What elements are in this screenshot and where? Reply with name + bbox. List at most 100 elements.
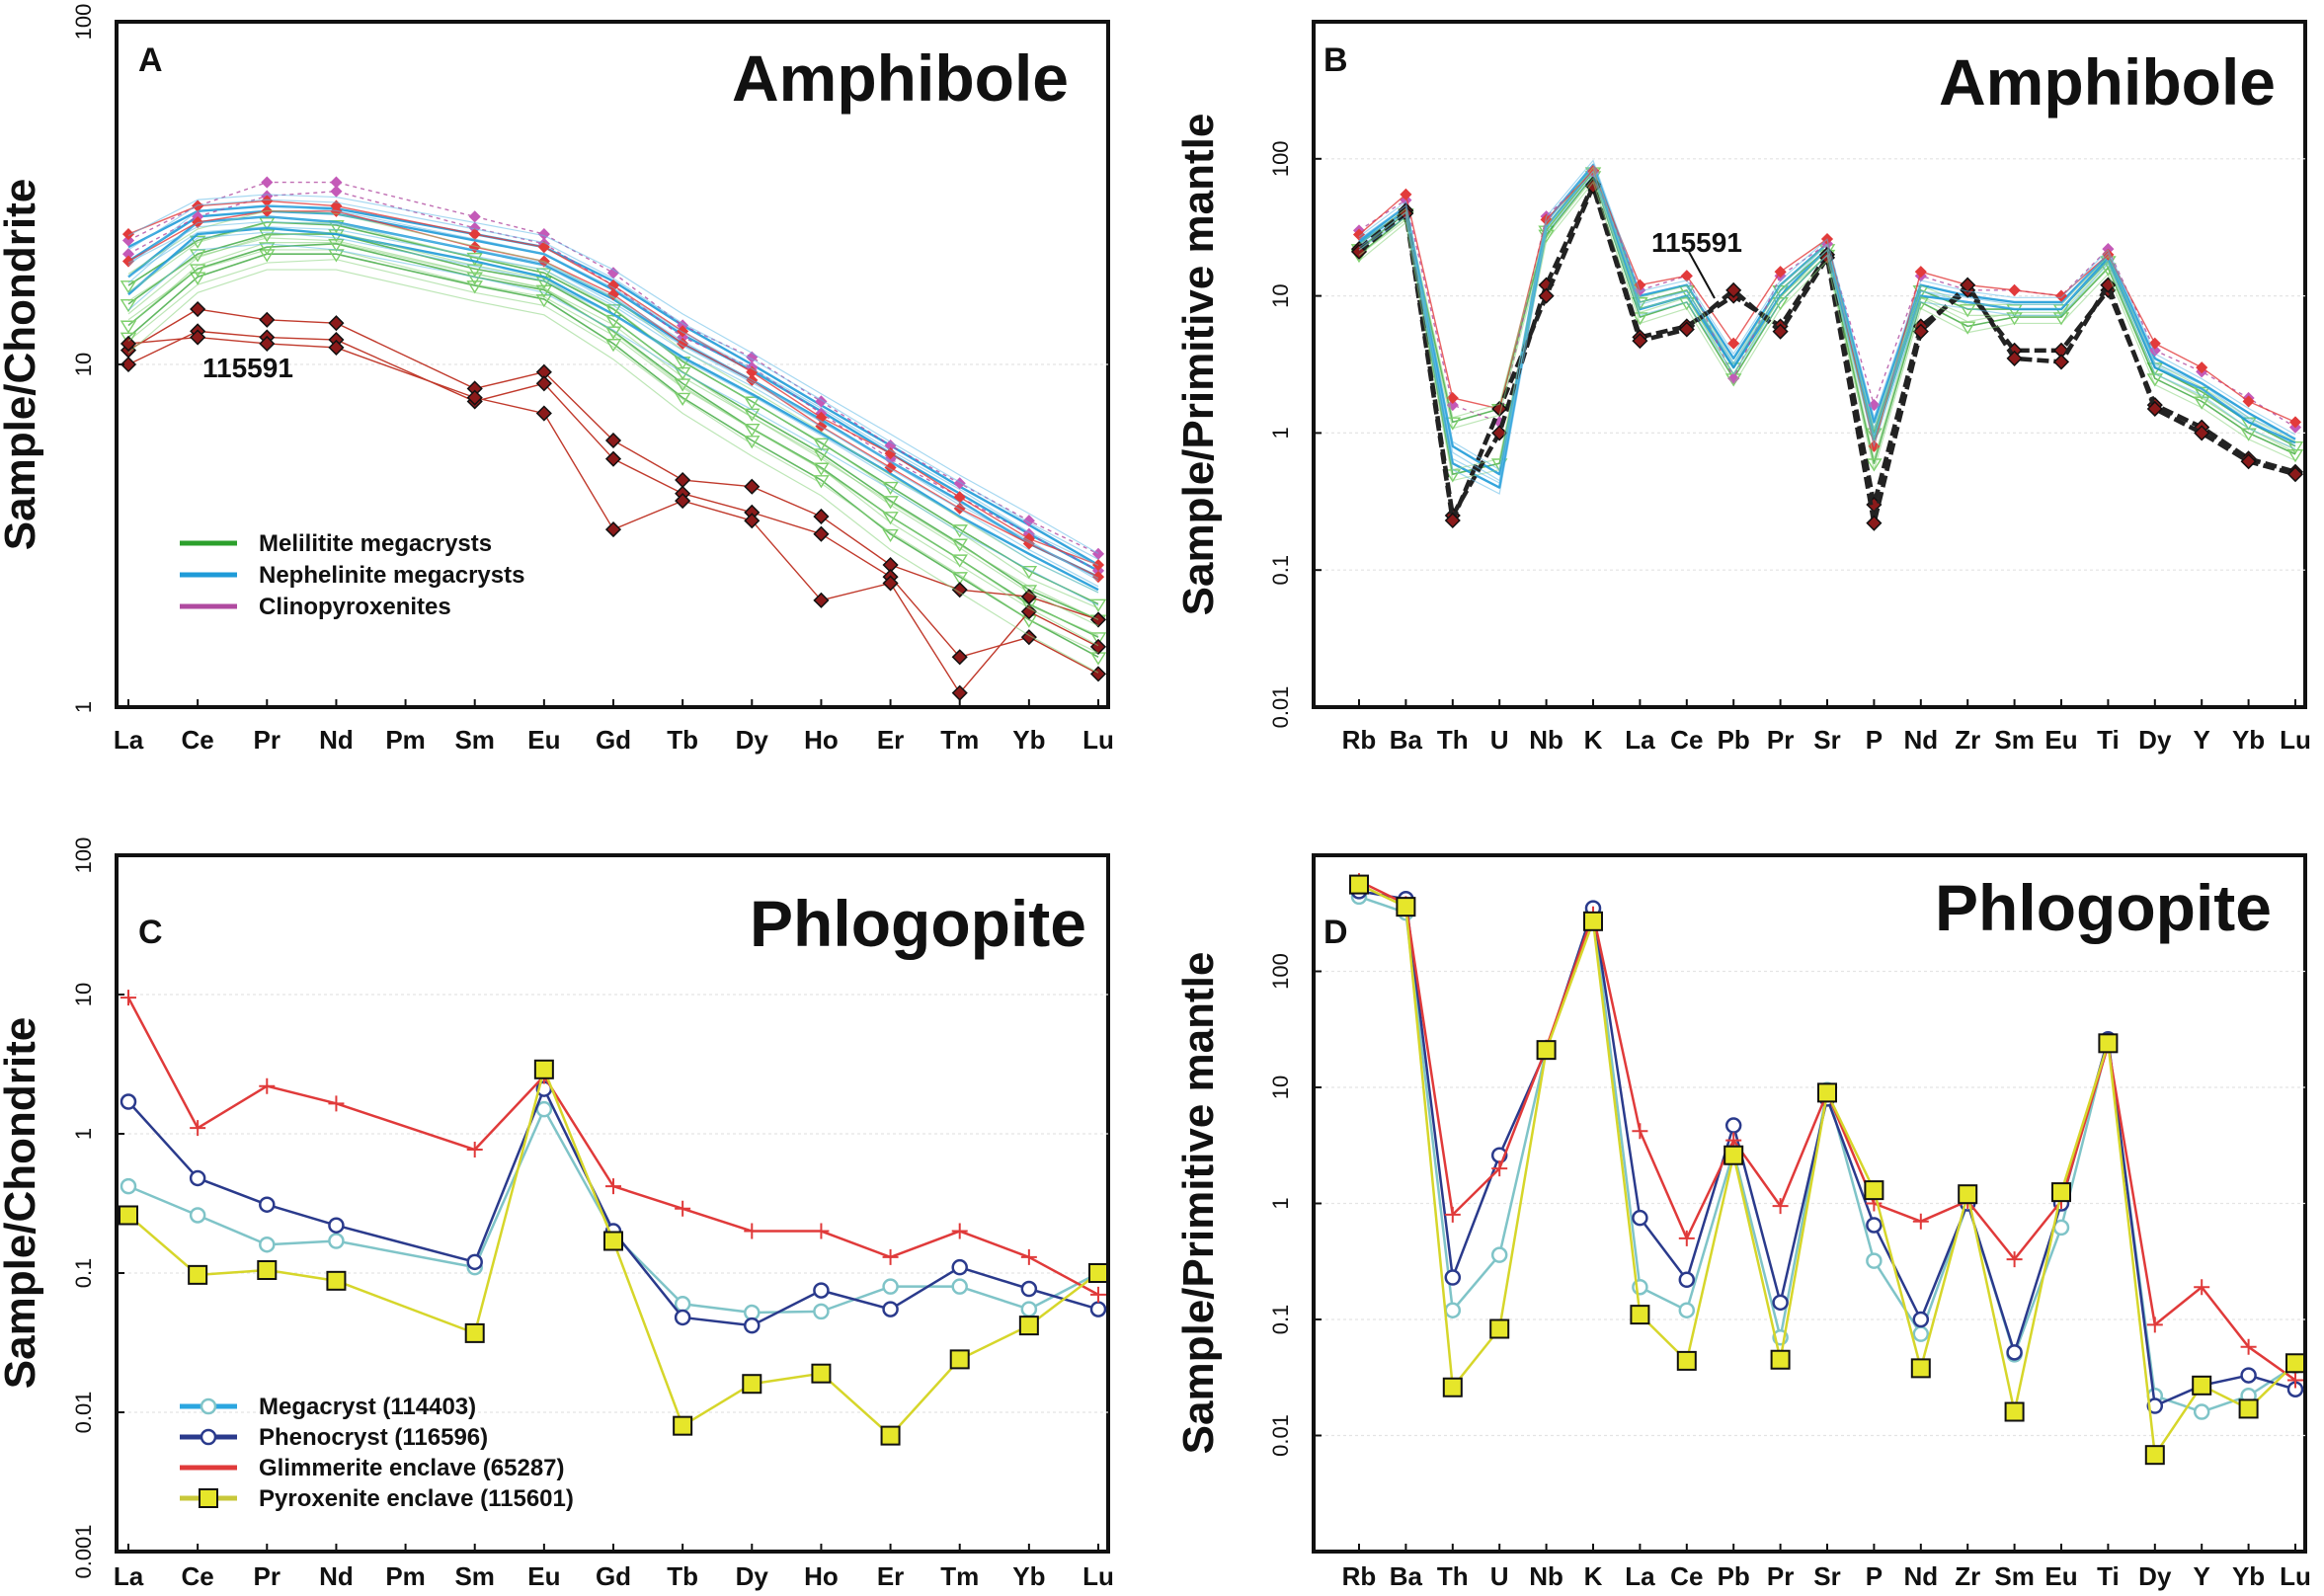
- panel-c-legend: Megacryst (114403) Phenocryst (116596) G…: [180, 1394, 574, 1512]
- data-point: [1772, 323, 1789, 340]
- x-tick-label-ba: Ba: [1390, 1561, 1423, 1591]
- data-point: [1020, 1280, 1038, 1298]
- x-tick-label-y: Y: [2194, 725, 2210, 755]
- data-point: [1090, 1286, 1106, 1303]
- series-115591: [120, 329, 1107, 701]
- data-point: [604, 521, 622, 538]
- data-point: [2194, 1279, 2210, 1296]
- data-point: [1444, 1302, 1462, 1318]
- y-tick-label: 10: [1268, 1076, 1293, 1099]
- data-point: [2193, 1403, 2210, 1420]
- data-point: [1864, 1180, 1884, 1201]
- data-point: [259, 1196, 276, 1213]
- data-point: [744, 396, 761, 410]
- data-point: [261, 176, 274, 189]
- data-point: [2146, 1317, 2163, 1333]
- series-line: [127, 1107, 1099, 1315]
- legend-label-pyroxenite: Pyroxenite enclave (115601): [259, 1485, 574, 1512]
- data-point: [1442, 1377, 1463, 1397]
- data-point: [675, 493, 691, 510]
- x-tick-label-sr: Sr: [1813, 725, 1840, 755]
- data-point: [535, 1100, 553, 1118]
- series-line: [127, 1087, 1099, 1327]
- data-point: [2286, 449, 2304, 463]
- series-line: [127, 253, 1099, 658]
- data-point: [882, 1278, 899, 1295]
- series-line-variant: [1358, 159, 2296, 471]
- data-point: [120, 356, 137, 373]
- data-point: [882, 1301, 899, 1317]
- x-tick-label-tb: Tb: [667, 725, 698, 755]
- data-point: [1958, 1184, 1978, 1205]
- y-tick-label: 1: [71, 701, 96, 713]
- data-point: [1912, 1311, 1930, 1328]
- data-point: [257, 1260, 278, 1281]
- data-point: [2192, 1375, 2212, 1396]
- data-point: [1089, 638, 1107, 655]
- y-tick-label: 0.1: [1268, 1305, 1293, 1335]
- series-line-variant: [127, 269, 1099, 674]
- panel-d-x-ticks: Rb Ba Th U Nb K La Ce Pb Pr Sr P Nd Zr Sm Eu Ti Dy Y Yb Lu: [1342, 1544, 2311, 1591]
- panel-a-legend: Melilitite megacrysts Nephelinite megacr…: [180, 530, 524, 620]
- series-glimmerite-enclave-65287-: [1351, 873, 2303, 1389]
- y-tick-label: 0.01: [1268, 1414, 1293, 1457]
- series-pyroxenite-enclave-115601-: [1349, 874, 2305, 1466]
- panel-b-ylabel: Sample/Primitive mantle: [1174, 114, 1223, 616]
- series-purple: [1352, 166, 2302, 434]
- data-point: [951, 572, 968, 586]
- x-tick-label-pb: Pb: [1718, 725, 1750, 755]
- series-line: [127, 336, 1099, 694]
- data-point: [2051, 1182, 2071, 1203]
- data-point: [1817, 1082, 1837, 1103]
- data-point: [882, 512, 899, 525]
- data-point: [1866, 1252, 1883, 1269]
- x-tick-label-lu: Lu: [1082, 1561, 1114, 1591]
- x-tick-label-k: K: [1584, 725, 1603, 755]
- series-line-variant: [127, 220, 1099, 582]
- x-tick-label-nd: Nd: [319, 725, 354, 755]
- data-point: [1678, 1230, 1695, 1246]
- panel-a-series: [117, 176, 1108, 701]
- y-tick-label: 1: [1268, 1197, 1293, 1209]
- data-point: [1678, 321, 1695, 338]
- panel-a-ylabel: Sample/Chondrite: [0, 179, 44, 551]
- data-point: [120, 335, 137, 352]
- data-point: [1089, 632, 1107, 646]
- data-point: [951, 538, 968, 552]
- data-point: [1632, 1209, 1648, 1227]
- x-tick-label-ho: Ho: [804, 725, 839, 755]
- legend-label-megacryst: Megacryst (114403): [259, 1394, 476, 1420]
- data-point: [189, 1207, 206, 1224]
- series-line: [127, 330, 1099, 675]
- x-tick-label-tm: Tm: [940, 1561, 979, 1591]
- x-tick-label-sr: Sr: [1813, 1561, 1840, 1591]
- x-tick-label-rb: Rb: [1342, 1561, 1377, 1591]
- data-point: [1020, 566, 1038, 580]
- data-point: [1680, 270, 1693, 282]
- series-line-variant: [127, 194, 1099, 554]
- x-tick-label-lu: Lu: [2280, 725, 2311, 755]
- data-point: [535, 405, 552, 422]
- data-point: [328, 315, 345, 332]
- y-tick-label: 0.01: [1268, 686, 1293, 729]
- x-tick-label-th: Th: [1437, 725, 1469, 755]
- x-tick-label-eu: Eu: [2044, 1561, 2077, 1591]
- x-tick-label-nb: Nb: [1529, 1561, 1563, 1591]
- x-tick-label-lu: Lu: [1082, 725, 1114, 755]
- x-tick-label-la: La: [114, 1561, 144, 1591]
- series-line-variant: [127, 259, 1099, 654]
- data-point: [1960, 277, 1976, 293]
- y-tick-label: 0.1: [71, 1258, 96, 1289]
- data-point: [813, 525, 830, 542]
- data-point: [1089, 598, 1107, 612]
- data-point: [813, 1303, 830, 1320]
- data-point: [1910, 1358, 1931, 1379]
- y-tick-label: 100: [1268, 140, 1293, 177]
- panel-b-series: [1314, 158, 2305, 571]
- series-line-variant: [1358, 162, 2296, 484]
- data-point: [2238, 1398, 2259, 1419]
- x-tick-label-ti: Ti: [2097, 1561, 2120, 1591]
- panel-d-series: [1314, 873, 2305, 1466]
- data-point: [1020, 1301, 1038, 1317]
- data-point: [190, 300, 206, 318]
